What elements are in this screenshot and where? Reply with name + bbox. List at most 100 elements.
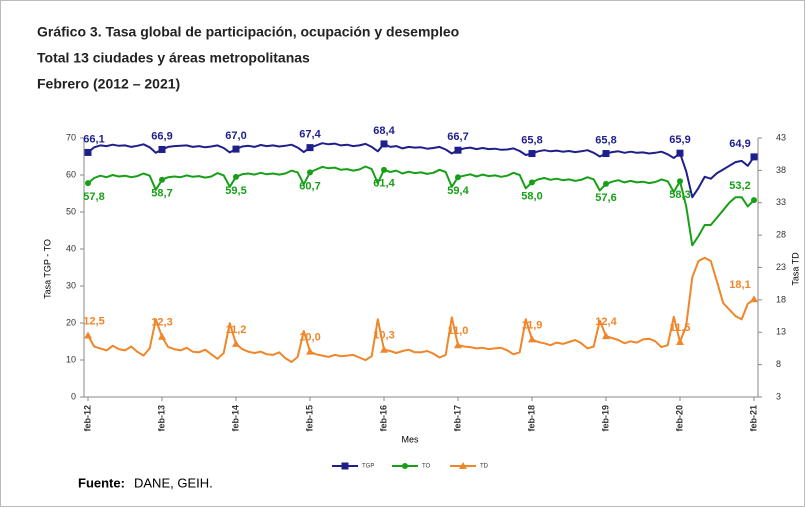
chart-period: Febrero (2012 – 2021) <box>37 76 180 92</box>
data-label: 65,8 <box>595 134 616 146</box>
marker <box>459 462 467 469</box>
x-tick-label: feb-20 <box>674 405 684 432</box>
marker <box>751 197 757 204</box>
y2-tick-label: 3 <box>776 391 781 401</box>
data-label: 58,0 <box>521 190 542 202</box>
chart-title: Gráfico 3. Tasa global de participación,… <box>37 24 459 40</box>
x-tick-label: feb-18 <box>526 405 536 432</box>
marker <box>306 347 314 355</box>
y2-tick-label: 8 <box>776 359 781 369</box>
y-tick-label: 70 <box>66 132 76 142</box>
data-label: 12,3 <box>151 317 172 329</box>
y-axis-label: Tasa TGP - TO <box>42 239 52 299</box>
x-tick-label: feb-19 <box>600 405 610 432</box>
data-label: 59,4 <box>447 185 469 197</box>
marker <box>380 345 388 353</box>
data-label: 59,5 <box>225 185 246 197</box>
marker <box>602 332 610 340</box>
marker <box>402 463 408 469</box>
x-tick-label: feb-13 <box>156 405 166 432</box>
series-line <box>87 142 755 199</box>
marker <box>454 146 462 154</box>
marker <box>380 140 388 148</box>
marker <box>158 145 166 153</box>
data-label: 53,2 <box>729 180 750 192</box>
legend-label: TD <box>480 464 489 470</box>
series-line <box>87 256 755 363</box>
data-label: 12,5 <box>83 315 104 327</box>
marker <box>232 145 240 153</box>
y-tick-label: 30 <box>66 280 76 290</box>
y2-axis-label: Tasa TD <box>790 252 800 286</box>
marker <box>528 150 536 158</box>
data-label: 67,4 <box>299 129 321 141</box>
data-label: 11,0 <box>448 325 469 337</box>
marker <box>307 169 313 176</box>
marker <box>529 179 535 186</box>
y2-tick-label: 43 <box>776 132 786 142</box>
data-label: 11,9 <box>522 319 543 331</box>
data-label: 65,8 <box>521 134 542 146</box>
data-label: 11,2 <box>226 324 247 336</box>
marker <box>750 295 758 303</box>
data-label: 60,7 <box>299 180 320 192</box>
data-label: 10,3 <box>373 330 394 342</box>
data-label: 57,8 <box>83 191 104 203</box>
source-label: Fuente: <box>78 475 125 490</box>
data-label: 57,6 <box>595 192 616 204</box>
marker <box>159 176 165 183</box>
marker <box>341 462 349 470</box>
y2-tick-label: 23 <box>776 262 786 272</box>
marker <box>158 332 166 340</box>
y-tick-label: 60 <box>66 169 76 179</box>
data-label: 66,1 <box>83 133 104 145</box>
marker <box>232 339 240 347</box>
marker <box>455 174 461 181</box>
x-tick-label: feb-21 <box>748 405 758 432</box>
data-label: 66,9 <box>151 130 172 142</box>
x-tick-label: feb-12 <box>82 405 92 432</box>
y-tick-label: 40 <box>66 243 76 253</box>
source: DANE, GEIH. <box>134 475 213 490</box>
marker <box>603 180 609 187</box>
series-line <box>87 165 755 247</box>
legend-label: TGP <box>362 464 374 470</box>
data-label: 18,1 <box>729 279 750 291</box>
marker <box>676 149 684 157</box>
x-tick-label: feb-14 <box>230 405 240 432</box>
data-label: 65,9 <box>669 134 690 146</box>
y2-tick-label: 38 <box>776 165 786 175</box>
marker <box>750 153 758 161</box>
data-label: 10,0 <box>299 332 320 344</box>
y2-tick-label: 18 <box>776 294 786 304</box>
data-label: 58,7 <box>151 188 172 200</box>
marker <box>84 331 92 339</box>
marker <box>528 335 536 343</box>
marker <box>677 178 683 185</box>
x-tick-label: feb-15 <box>304 405 314 432</box>
marker <box>306 144 314 152</box>
data-label: 11,5 <box>670 322 691 334</box>
data-label: 61,4 <box>373 178 395 190</box>
y-tick-label: 20 <box>66 317 76 327</box>
legend-label: TO <box>422 464 431 470</box>
x-axis-label: Mes <box>401 434 419 444</box>
chart-subtitle: Total 13 ciudades y áreas metropolitanas <box>37 50 310 66</box>
marker <box>602 150 610 158</box>
data-label: 12,4 <box>595 316 617 328</box>
y2-tick-label: 13 <box>776 327 786 337</box>
x-tick-label: feb-17 <box>452 405 462 432</box>
marker <box>84 148 92 156</box>
y-tick-label: 0 <box>71 391 76 401</box>
data-label: 66,7 <box>447 131 468 143</box>
marker <box>381 166 387 173</box>
x-tick-label: feb-16 <box>378 405 388 432</box>
y-tick-label: 50 <box>66 206 76 216</box>
y2-tick-label: 33 <box>776 197 786 207</box>
marker <box>233 173 239 180</box>
marker <box>454 341 462 349</box>
y-tick-label: 10 <box>66 354 76 364</box>
data-label: 58,3 <box>669 189 690 201</box>
